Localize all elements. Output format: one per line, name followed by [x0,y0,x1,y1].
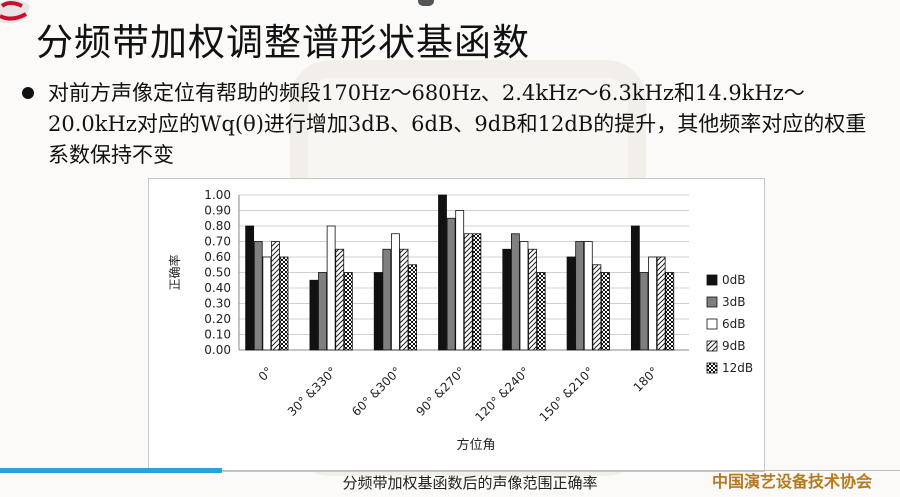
legend-label-3db: 3dB [722,295,745,309]
x-category-label: 180° [631,364,661,394]
legend-swatch-3db [706,296,718,308]
bullet-text: 对前方声像定位有帮助的频段170Hz～680Hz、2.4kHz～6.3kHz和1… [48,81,867,167]
x-axis-title: 方位角 [456,437,495,453]
legend-swatch-6db [706,318,718,330]
legend-swatch-9db [706,340,718,352]
bar-3db-3 [446,217,456,351]
bullet-dot-icon [22,87,34,99]
figure-caption: 分频带加权基函数后的声像范围正确率 [342,474,598,492]
y-tick-label: 0.80 [204,219,231,233]
bar-12db-6 [665,272,675,351]
y-tick-label: 0.20 [204,312,231,326]
bar-6db-1 [326,225,336,351]
x-category-label: 30° &330° [285,364,340,419]
legend-label-9db: 9dB [722,339,745,353]
bar-3db-0 [253,241,263,351]
y-tick-label: 0.10 [204,328,231,342]
bar-0db-0 [245,225,255,351]
bullet-item: 对前方声像定位有帮助的频段170Hz～680Hz、2.4kHz～6.3kHz和1… [22,78,882,171]
bar-6db-2 [391,233,400,351]
slide-title: 分频带加权调整谱形状基函数 [36,21,530,64]
organization-name: 中国演艺设备技术协会 [712,472,873,491]
y-tick-label: 0.90 [204,204,231,218]
y-tick-label: 0.70 [204,235,231,249]
bar-12db-5 [601,272,610,351]
bar-6db-3 [455,210,465,351]
bar-6db-4 [519,241,529,351]
bar-9db-0 [271,241,280,351]
legend-label-0db: 0dB [722,273,745,287]
bar-6db-6 [648,256,657,351]
chart-frame: 0.00 0.10 0.20 0.30 0.40 0.50 0.60 0.70 0.80 0.90… [148,178,765,472]
x-category-label: 0° [256,364,276,384]
y-tick-label: 0.40 [204,281,231,295]
legend-label-6db: 6dB [722,317,745,331]
y-axis-title: 正确率 [167,254,182,290]
bar-9db-4 [528,248,537,351]
window-handle [418,0,434,6]
x-category-label: 150° &210° [537,364,597,424]
bar-3db-1 [318,272,327,351]
bar-12db-3 [472,233,482,351]
bar-3db-6 [639,272,649,351]
bar-9db-1 [335,248,345,351]
bar-0db-6 [630,225,640,351]
bar-0db-5 [566,256,576,351]
legend-label-12db: 12dB [722,361,753,375]
x-category-label: 90° &270° [413,364,468,419]
bar-0db-1 [309,279,319,351]
x-category-label: 60° &300° [349,364,404,419]
bar-12db-4 [536,272,546,351]
bar-3db-2 [382,248,392,351]
bar-12db-1 [343,272,353,351]
bar-0db-4 [502,248,512,351]
bar-3db-4 [510,233,520,351]
bar-0db-2 [373,272,383,351]
y-tick-label: 0.00 [204,343,231,357]
y-tick-label: 0.30 [204,297,231,311]
bar-6db-0 [262,256,272,351]
bar-6db-5 [583,241,593,351]
legend-swatch-0db [706,274,718,286]
legend-swatch-12db [706,362,718,374]
y-tick-label: 0.50 [204,266,231,280]
footer-accent-bar [0,468,222,473]
bar-chart: 0.000.10 0.200.30 0.400.50 0.600.70 0.800.90… [167,188,753,453]
footer-divider [222,470,900,471]
bar-9db-2 [399,248,409,351]
bar-3db-5 [575,241,585,351]
corner-logo-icon [0,0,30,24]
bar-12db-2 [408,264,418,351]
bar-9db-3 [463,233,473,351]
x-category-label: 120° &240° [472,364,532,424]
y-tick-label: 1.00 [204,188,231,202]
y-tick-label: 0.60 [204,250,231,264]
bar-0db-3 [438,194,447,351]
bar-9db-6 [656,256,666,351]
bar-9db-5 [592,264,602,351]
bar-12db-0 [279,256,289,351]
